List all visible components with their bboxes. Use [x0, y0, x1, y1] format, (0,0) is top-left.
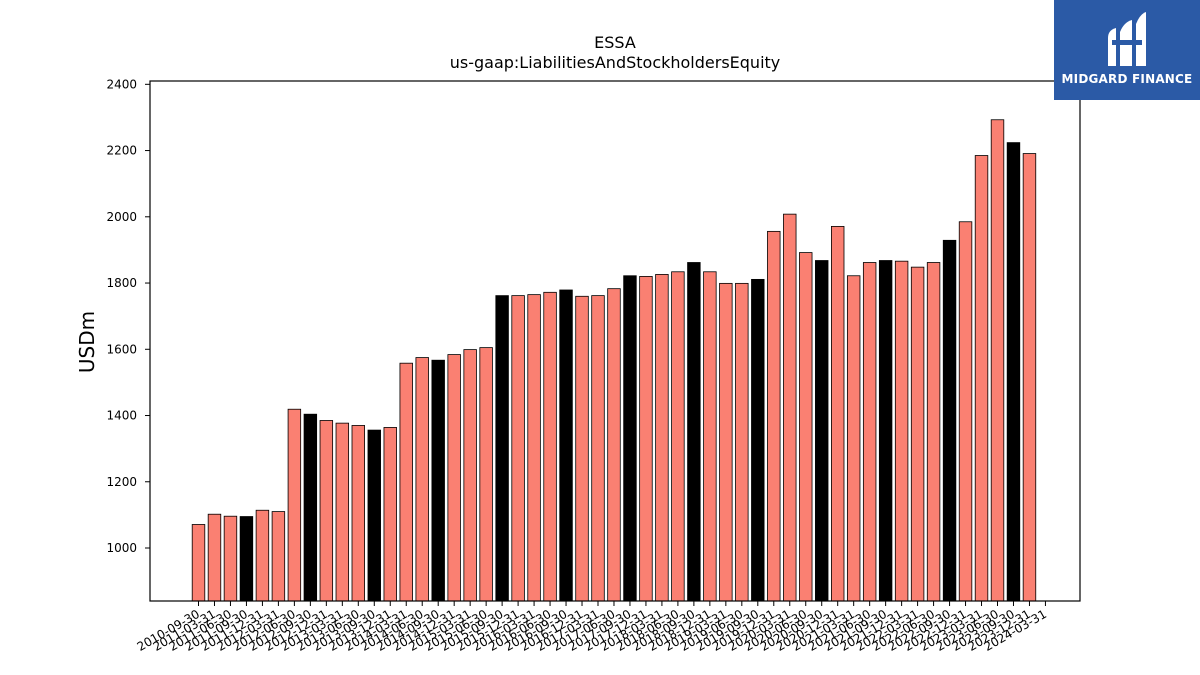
bar — [655, 274, 669, 602]
bar — [415, 357, 429, 602]
y-tick-label: 1000 — [106, 541, 137, 555]
bar — [862, 262, 877, 602]
bar — [559, 289, 573, 602]
chart-title: ESSA — [594, 33, 636, 52]
bar — [383, 427, 397, 602]
y-tick-label: 1600 — [106, 342, 137, 356]
x-axis: 2010-09-302011-03-312011-06-302011-09-30… — [135, 601, 1049, 654]
brand-name: MIDGARD FINANCE — [1061, 72, 1193, 86]
bar — [958, 221, 973, 602]
bar — [335, 422, 350, 602]
y-axis-label: USDm — [75, 311, 99, 373]
bar — [447, 354, 461, 602]
plot-frame — [149, 80, 1081, 602]
bar — [303, 413, 318, 602]
bar — [191, 524, 206, 602]
bar — [910, 266, 925, 602]
bar — [894, 260, 909, 602]
bar — [799, 252, 813, 602]
bar — [846, 275, 861, 602]
y-tick-label: 2400 — [106, 77, 137, 91]
bar — [783, 213, 797, 602]
bar — [271, 511, 286, 602]
bar — [735, 282, 749, 602]
y-axis: 1000 1200 1400 1600 1800 2000 2200 2400 — [106, 77, 150, 555]
bar — [815, 260, 829, 602]
bar — [495, 295, 509, 602]
y-tick-label: 2200 — [106, 144, 137, 158]
bar — [751, 278, 765, 602]
bar — [990, 119, 1005, 602]
chart-subtitle: us-gaap:LiabilitiesAndStockholdersEquity — [450, 53, 781, 72]
bar — [351, 425, 366, 602]
brand-logo: MIDGARD FINANCE — [1054, 0, 1200, 100]
bar — [223, 515, 238, 602]
bar — [878, 260, 893, 602]
bar — [287, 408, 302, 602]
bar — [575, 295, 589, 602]
y-tick-label: 1200 — [106, 475, 137, 489]
bar — [607, 288, 621, 602]
bar — [511, 295, 525, 602]
bar — [974, 155, 989, 602]
bar — [623, 275, 637, 602]
bar — [527, 294, 541, 602]
bar — [942, 239, 957, 602]
midgard-logo-icon — [1108, 12, 1146, 66]
bar — [671, 271, 685, 602]
bar — [207, 513, 222, 602]
bar — [926, 262, 941, 602]
bar — [703, 271, 717, 602]
bar — [399, 362, 413, 602]
bar — [367, 429, 381, 602]
bar — [831, 225, 845, 602]
bar — [479, 347, 493, 602]
bars — [191, 119, 1037, 602]
bar — [639, 276, 653, 602]
y-tick-label: 2000 — [106, 210, 137, 224]
bar — [1006, 142, 1021, 602]
bar — [719, 282, 733, 602]
bar — [591, 295, 605, 602]
bar — [1022, 153, 1037, 602]
bar — [463, 349, 477, 602]
bar — [687, 262, 701, 602]
bar — [239, 516, 254, 602]
y-tick-label: 1400 — [106, 409, 137, 423]
bar — [543, 291, 557, 602]
bar — [255, 509, 270, 602]
bar — [767, 230, 781, 602]
y-tick-label: 1800 — [106, 276, 137, 290]
bar — [431, 359, 445, 602]
bar — [319, 420, 334, 602]
